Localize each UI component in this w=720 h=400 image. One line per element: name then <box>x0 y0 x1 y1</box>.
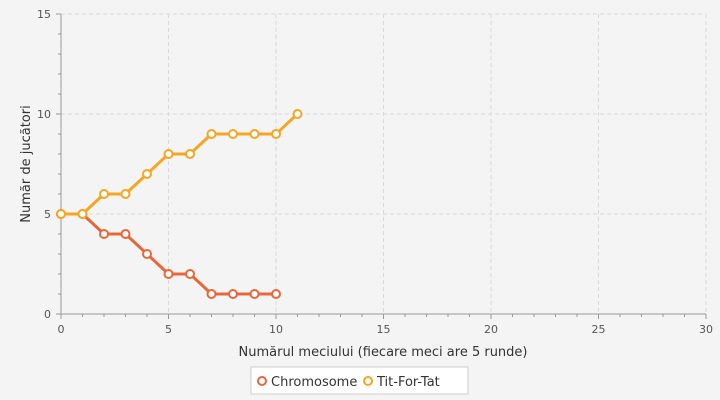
legend-box <box>250 366 469 395</box>
data-point-chromosome <box>228 289 238 299</box>
data-point-tit-for-tat <box>120 189 131 199</box>
data-point-tit-for-tat <box>206 129 217 139</box>
legend-marker-tit-for-tat <box>363 376 373 386</box>
series-tit-for-tat <box>56 109 303 219</box>
x-tick-label: 0 <box>58 323 65 336</box>
tick-labels: 0 5 10 15 20 25 30 0 5 10 15 <box>37 8 713 336</box>
data-point-chromosome <box>249 289 260 299</box>
data-point-tit-for-tat <box>185 149 195 159</box>
data-point-tit-for-tat <box>163 149 174 159</box>
data-point-tit-for-tat <box>77 209 88 219</box>
legend-label-tit-for-tat: Tit-For-Tat <box>376 375 440 390</box>
data-point-tit-for-tat <box>142 169 152 179</box>
data-point-tit-for-tat <box>271 129 281 139</box>
data-point-chromosome <box>163 269 174 279</box>
data-point-tit-for-tat <box>228 129 238 139</box>
data-point-tit-for-tat <box>99 189 109 199</box>
axes <box>56 13 707 319</box>
x-tick-label: 30 <box>699 323 713 336</box>
data-point-chromosome <box>142 249 152 259</box>
y-axis-title: Număr de jucători <box>19 105 34 222</box>
x-tick-label: 20 <box>484 323 498 336</box>
legend-label-chromosome: Chromosome <box>271 375 357 390</box>
grid-lines <box>61 13 707 314</box>
y-tick-label: 0 <box>44 308 51 321</box>
data-point-tit-for-tat <box>56 209 66 219</box>
data-point-chromosome <box>99 229 109 239</box>
legend-marker-chromosome <box>257 376 267 386</box>
x-axis-title: Numărul meciului (fiecare meci are 5 run… <box>239 345 528 360</box>
legend: Chromosome Tit-For-Tat <box>250 366 469 395</box>
data-point-chromosome <box>120 229 131 239</box>
data-point-chromosome <box>185 269 195 279</box>
data-point-chromosome <box>206 289 217 299</box>
x-tick-label: 15 <box>377 323 391 336</box>
data-point-tit-for-tat <box>249 129 260 139</box>
y-tick-label: 5 <box>44 208 51 221</box>
x-tick-label: 25 <box>592 323 606 336</box>
series-layer <box>56 109 303 299</box>
y-tick-label: 15 <box>37 8 51 21</box>
x-tick-label: 10 <box>269 323 283 336</box>
data-point-chromosome <box>271 289 281 299</box>
data-point-tit-for-tat <box>292 109 303 119</box>
x-tick-label: 5 <box>165 323 172 336</box>
y-tick-label: 10 <box>37 108 51 121</box>
